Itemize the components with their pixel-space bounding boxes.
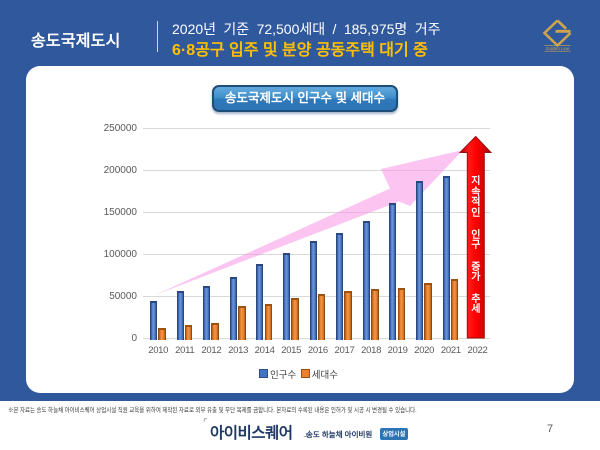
svg-text:Golden Line: Golden Line xyxy=(546,46,570,51)
